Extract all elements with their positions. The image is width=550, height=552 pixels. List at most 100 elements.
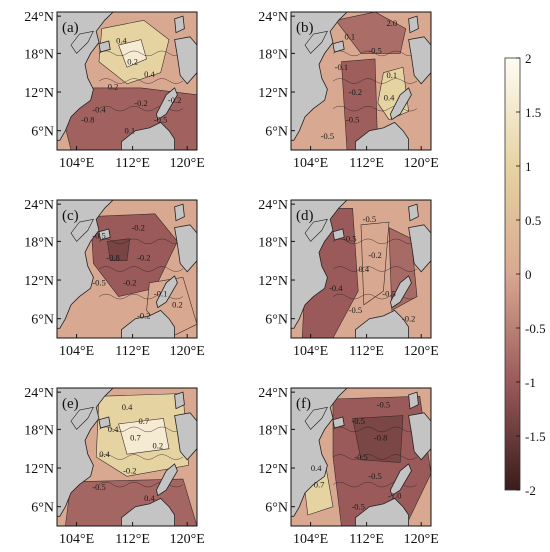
lon-tick-label: 120°E bbox=[404, 532, 439, 547]
contour-label: -0.5 bbox=[377, 399, 390, 409]
panel-label: (e) bbox=[62, 396, 79, 412]
contour-line bbox=[98, 78, 184, 84]
colorbar: 2 1.5 1 0.5 0 -0.5 -1 -1.5 -2 bbox=[504, 51, 546, 498]
contour-label: 0.4 bbox=[122, 402, 133, 412]
contour-label: -0.2 bbox=[168, 95, 181, 105]
contour-label: -0.2 bbox=[123, 466, 136, 476]
coast-gulf-of-tonkin bbox=[304, 218, 328, 242]
island-luzon bbox=[408, 36, 432, 85]
contour-line bbox=[332, 78, 418, 84]
panel-label: (c) bbox=[62, 208, 79, 224]
island-luzon bbox=[174, 412, 198, 461]
lat-tick-label: 12°N bbox=[258, 274, 288, 289]
lon-tick-label: 104°E bbox=[59, 156, 94, 171]
panel-label: (d) bbox=[296, 208, 314, 224]
lon-tick-label: 120°E bbox=[404, 156, 439, 171]
contour-label: 0.1 bbox=[344, 32, 355, 42]
panel-f: -0.5-0.5-0.8-0.50.40.7-0.5-1.0-0.5(f)24°… bbox=[258, 386, 438, 547]
lat-tick-label: 24°N bbox=[258, 198, 288, 213]
contour-line bbox=[332, 454, 418, 460]
contour-line bbox=[98, 266, 184, 272]
island-luzon bbox=[174, 224, 198, 273]
lat-tick-label: 6°N bbox=[265, 313, 288, 328]
anomaly-region bbox=[118, 39, 147, 68]
panels-layer: 0.40.20.40.2-0.2-0.4-0.8 -0.5-0.20.1(a)24… bbox=[24, 10, 438, 547]
contour-label: 0.1 bbox=[124, 125, 135, 135]
lat-tick-label: 18°N bbox=[258, 235, 288, 250]
lat-tick-label: 24°N bbox=[258, 386, 288, 401]
contour-label: -0.5 bbox=[154, 114, 167, 124]
lon-tick-label: 104°E bbox=[59, 344, 94, 359]
island-hainan bbox=[332, 40, 345, 53]
contour-line bbox=[332, 266, 418, 272]
lat-tick-label: 18°N bbox=[24, 235, 54, 250]
island-palawan bbox=[389, 87, 412, 121]
contour-label: -0.5 bbox=[351, 416, 364, 426]
lat-tick-label: 12°N bbox=[258, 462, 288, 477]
contour-label: -0.5 bbox=[349, 305, 362, 315]
coast-gulf-of-tonkin bbox=[70, 406, 94, 430]
contour-label: -0.8 bbox=[374, 432, 387, 442]
island-palawan bbox=[155, 463, 178, 497]
contour-label: -0.5 bbox=[363, 214, 376, 224]
landmass-indochina bbox=[290, 11, 348, 141]
island-palawan bbox=[155, 87, 178, 121]
colorbar-tick-label: -0.5 bbox=[525, 321, 546, 336]
panel-label: (b) bbox=[296, 20, 314, 36]
lon-tick-label: 112°E bbox=[349, 156, 384, 171]
lat-tick-label: 12°N bbox=[24, 274, 54, 289]
contour-label: 0.4 bbox=[358, 264, 369, 274]
anomaly-region bbox=[360, 221, 390, 306]
coast-gulf-of-tonkin bbox=[70, 218, 94, 242]
contour-label: 0.7 bbox=[314, 479, 325, 489]
colorbar-tick-label: 0 bbox=[525, 267, 532, 282]
coast-gulf-of-tonkin bbox=[304, 406, 328, 430]
contour-label: -1.0 bbox=[388, 490, 401, 500]
contour-line bbox=[332, 426, 418, 433]
colorbar-tick-label: -2 bbox=[525, 483, 536, 498]
contour-label: 0.4 bbox=[99, 449, 110, 459]
island-palawan bbox=[389, 275, 412, 309]
landmass-indochina bbox=[56, 11, 114, 141]
contour-label: 0.2 bbox=[172, 300, 183, 310]
coast-gulf-of-tonkin bbox=[304, 30, 328, 54]
contour-label: -0.5 bbox=[92, 482, 105, 492]
island-taiwan bbox=[408, 203, 419, 222]
island-hainan bbox=[98, 416, 111, 429]
contour-label: 0.4 bbox=[108, 424, 119, 434]
lon-tick-label: 112°E bbox=[115, 344, 150, 359]
lon-tick-label: 120°E bbox=[170, 344, 205, 359]
lat-tick-label: 18°N bbox=[258, 47, 288, 62]
contour-label: -0.5 bbox=[368, 45, 381, 55]
landmass-indochina bbox=[290, 387, 348, 517]
contour-label: -0.8 bbox=[81, 114, 94, 124]
island-taiwan bbox=[408, 391, 419, 410]
contour-label: -0.4 bbox=[92, 105, 106, 115]
panel-a: 0.40.20.40.2-0.2-0.4-0.8 -0.5-0.20.1(a)24… bbox=[24, 10, 204, 171]
contour-label: 0.7 bbox=[130, 432, 141, 442]
colorbar-tick-label: 1.5 bbox=[525, 105, 541, 120]
contour-label: -0.1 bbox=[335, 62, 348, 72]
panel-frame bbox=[290, 387, 432, 527]
lat-tick-label: 24°N bbox=[24, 198, 54, 213]
colorbar-tick-label: 0.5 bbox=[525, 213, 541, 228]
island-palawan bbox=[389, 463, 412, 497]
lon-tick-label: 104°E bbox=[293, 532, 328, 547]
lat-tick-label: 6°N bbox=[31, 125, 54, 140]
panel-b: 2.0 0.1 -0.5 -0.1 0.1 -0.2 0.4 -0.5 -0.5 (b) 24°N 1… bbox=[258, 10, 438, 171]
contour-label: -0.2 bbox=[137, 311, 150, 321]
island-luzon bbox=[174, 36, 198, 85]
contour-label: -0.1 bbox=[154, 289, 167, 299]
island-hainan bbox=[332, 228, 345, 241]
contour-line bbox=[332, 238, 418, 245]
panel-frame bbox=[290, 11, 432, 151]
contour-line bbox=[98, 238, 184, 245]
lat-tick-label: 24°N bbox=[24, 10, 54, 25]
contour-label: 0.4 bbox=[144, 493, 155, 503]
contour-label: -0.5 bbox=[92, 231, 105, 241]
anomaly-region bbox=[335, 11, 407, 54]
contour-label: 0.2 bbox=[108, 81, 119, 91]
contour-label: -0.5 bbox=[92, 278, 105, 288]
panel-c: -0.5 -0.2 -0.8 -0.2 -0.5 -0.2 -0.1 0.2 -0.2 (c) 24… bbox=[24, 198, 204, 359]
contour-line bbox=[98, 426, 184, 433]
